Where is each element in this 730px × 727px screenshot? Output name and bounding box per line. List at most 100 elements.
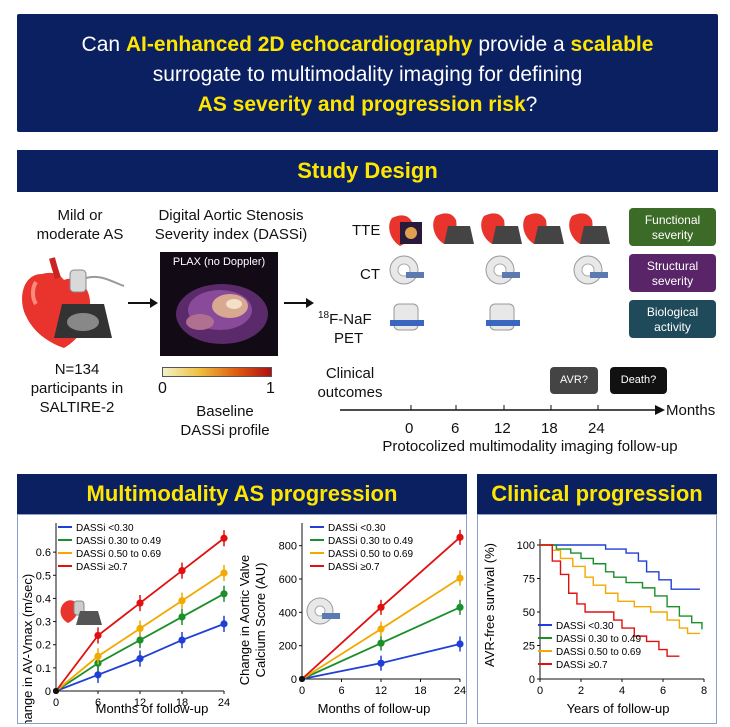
data-point	[178, 567, 186, 575]
km-curve-3	[540, 544, 680, 657]
probe-icon	[69, 269, 87, 293]
header-text: Can	[81, 33, 126, 56]
data-point	[456, 640, 464, 648]
clinical-progression-title: Clinical progression	[477, 474, 717, 514]
timeline-caption: Protocolized multimodality imaging follo…	[382, 438, 678, 455]
origin-point	[299, 676, 305, 682]
km-curve-2	[540, 544, 700, 635]
survival-chart-xlabel: Years of follow-up	[567, 701, 670, 716]
data-point	[377, 625, 385, 633]
vmax-chart-xlabel: Months of follow-up	[96, 701, 209, 716]
y-tick-label: 800	[279, 541, 297, 553]
heart-highlight	[31, 280, 38, 306]
x-tick-label: 18	[176, 697, 188, 709]
heart-vessel	[49, 257, 61, 279]
legend-label: DASSi <0.30	[556, 621, 614, 632]
ct-icon-24	[573, 255, 608, 285]
clinical-chart-frame	[477, 514, 717, 724]
data-point	[94, 652, 102, 660]
y-tick-label: 0.3	[36, 617, 51, 629]
pet-tracer-label: F-NaF	[329, 311, 372, 328]
data-point	[377, 659, 385, 667]
functional-severity-box: Functional severity	[629, 208, 716, 246]
y-tick-label: 0	[45, 686, 51, 698]
vmax-chart-ylabel: Change in AV-Vmax (m/sec)	[20, 574, 35, 723]
x-tick-label: 12	[134, 697, 146, 709]
scale-min-label: 0	[158, 380, 167, 397]
avr-badge: AVR?	[550, 367, 598, 394]
header-highlight-severity: AS severity and progression risk	[197, 93, 526, 116]
cohort-label: Mild or moderate AS	[36, 207, 124, 243]
km-curve-0	[540, 544, 700, 590]
header-line-2: surrogate to multimodality imaging for d…	[152, 63, 583, 86]
study-design-title: Study Design	[17, 150, 718, 192]
calcium-chart: 0 200 400 600 800 0 6 12 18 24 DASSi <0.30 DASSi 0.…	[240, 523, 466, 716]
y-tick-label: 50	[523, 607, 535, 619]
calcium-chart-ylabel-line1: Change in Aortic Valve	[240, 555, 252, 686]
tte-icon-24	[569, 213, 610, 244]
legend-label: DASSi <0.30	[76, 523, 134, 534]
data-point	[178, 636, 186, 644]
data-point	[220, 534, 228, 542]
y-tick-label: 400	[279, 607, 297, 619]
legend-label: DASSi 0.50 to 0.69	[556, 647, 641, 658]
plax-label: PLAX (no Doppler)	[172, 256, 266, 268]
legend-label: DASSi ≥0.7	[556, 660, 608, 671]
y-tick-label: 100	[517, 540, 535, 552]
origin-point	[53, 688, 59, 694]
x-tick-label: 4	[619, 685, 625, 697]
data-point	[456, 533, 464, 541]
y-tick-label: 0.2	[36, 640, 51, 652]
y-tick-label: 0.5	[36, 570, 51, 582]
x-tick-label: 0	[537, 685, 543, 697]
death-badge: Death?	[610, 367, 667, 394]
x-tick-label: 2	[578, 685, 584, 697]
y-tick-label: 75	[523, 574, 535, 586]
legend-label: DASSi ≥0.7	[328, 562, 380, 573]
header-line-1: Can AI-enhanced 2D echocardiography prov…	[17, 30, 718, 60]
data-point	[220, 569, 228, 577]
x-tick-label: 8	[701, 685, 707, 697]
data-point	[136, 624, 144, 633]
header-question-mark: ?	[525, 93, 538, 116]
baseline-label: Baseline DASSi profile	[180, 403, 270, 439]
structural-severity-box: Structural severity	[629, 254, 716, 292]
timeline-tick-0: 0	[405, 420, 414, 437]
x-tick-label: 6	[338, 685, 344, 697]
calcium-chart-xlabel: Months of follow-up	[318, 701, 431, 716]
vmax-chart: 0 0.1 0.2 0.3 0.4 0.5 0.6 0 6 12 18 24 DASSi <0.30 DA…	[20, 523, 230, 723]
header-text: provide a	[472, 33, 571, 56]
data-point	[94, 671, 102, 679]
tte-icon-6	[433, 213, 474, 244]
x-tick-label: 12	[375, 685, 387, 697]
arrow-icon	[128, 298, 158, 308]
timeline-tick-12: 12	[494, 420, 511, 437]
biological-activity-box: Biological activity	[629, 300, 716, 338]
legend-label: DASSi ≥0.7	[76, 562, 128, 573]
x-tick-label: 18	[414, 685, 426, 697]
probe-cable	[85, 276, 125, 287]
y-tick-label: 0.1	[36, 663, 51, 675]
dassi-label: Digital Aortic Stenosis Severity index (…	[154, 207, 308, 243]
plax-echo-image: PLAX (no Doppler)	[160, 252, 278, 356]
legend-label: DASSi 0.30 to 0.49	[76, 536, 161, 547]
legend-label: DASSi 0.30 to 0.49	[328, 536, 413, 547]
data-point	[456, 574, 464, 582]
cohort-count: N=134 participants in SALTIRE-2	[30, 361, 124, 416]
header-highlight-ai-echo: AI-enhanced 2D echocardiography	[125, 33, 473, 56]
pet-icon-0	[390, 303, 424, 331]
y-tick-label: 0.4	[36, 593, 51, 605]
scale-max-label: 1	[266, 380, 275, 397]
tte-icon-0	[389, 215, 422, 246]
data-point	[136, 599, 144, 607]
timeline-tick-18: 18	[541, 420, 558, 437]
arrow-icon	[284, 298, 314, 308]
data-point	[94, 631, 102, 640]
calcium-chart-ct-icon	[306, 597, 340, 625]
legend-label: DASSi 0.50 to 0.69	[328, 549, 413, 560]
legend-label: DASSi 0.50 to 0.69	[76, 549, 161, 560]
data-point	[377, 639, 385, 647]
x-tick-label: 0	[299, 685, 305, 697]
y-tick-label: 0	[291, 674, 297, 686]
dassi-color-scale	[162, 367, 272, 377]
